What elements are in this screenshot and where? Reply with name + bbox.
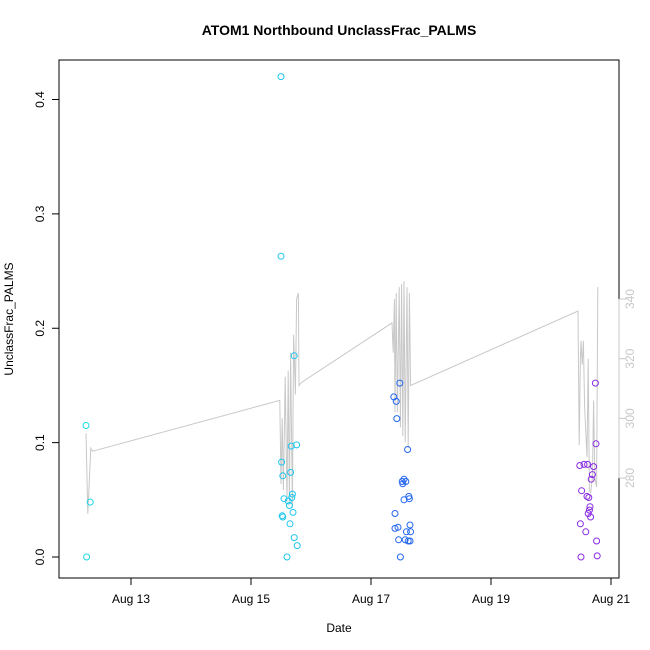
data-point — [277, 73, 285, 81]
x-tick-label: Aug 21 — [592, 592, 630, 606]
data-point — [587, 475, 595, 483]
y-axis: 0.0 0.1 0.2 0.3 0.4 — [33, 91, 60, 565]
x-tick-label: Aug 15 — [232, 592, 270, 606]
data-point — [277, 252, 285, 260]
data-point — [590, 463, 598, 471]
data-point — [584, 460, 592, 468]
data-point — [396, 379, 404, 387]
x-tick-label: Aug 17 — [352, 592, 390, 606]
y-tick-label: 0.1 — [33, 434, 47, 451]
data-point — [289, 508, 297, 516]
data-point — [592, 440, 600, 448]
data-point — [404, 446, 412, 453]
data-point — [288, 494, 296, 501]
secondary-y-tick-label: 280 — [623, 468, 637, 488]
data-point — [578, 487, 586, 495]
data-point — [279, 472, 287, 480]
data-point — [83, 553, 91, 561]
data-point — [405, 495, 413, 503]
data-point — [82, 422, 90, 429]
data-point — [582, 528, 590, 536]
data-point — [284, 497, 292, 505]
data-point — [593, 537, 601, 545]
data-point — [586, 503, 594, 511]
data-point — [584, 510, 592, 517]
data-point — [583, 492, 591, 500]
data-point — [86, 498, 94, 506]
data-point — [576, 520, 584, 528]
data-point — [577, 553, 585, 561]
data-point — [288, 490, 296, 498]
data-point — [391, 524, 399, 532]
data-point — [402, 528, 410, 536]
y-axis-label: UnclassFrac_PALMS — [2, 262, 16, 375]
y-tick-label: 0.4 — [33, 91, 47, 108]
secondary-y-tick-label: 320 — [623, 348, 637, 368]
points-layer — [82, 73, 601, 561]
data-point — [286, 520, 294, 528]
data-point — [396, 553, 404, 561]
data-point — [393, 415, 401, 423]
data-point — [585, 506, 593, 514]
chart-title: ATOM1 Northbound UnclassFrac_PALMS — [202, 22, 477, 38]
data-point — [293, 542, 301, 550]
data-point — [580, 460, 588, 468]
data-point — [290, 352, 298, 360]
x-axis-label: Date — [326, 621, 352, 635]
data-point — [407, 528, 415, 536]
data-point — [279, 513, 287, 521]
y-tick-label: 0.0 — [33, 548, 47, 565]
x-tick-label: Aug 13 — [112, 592, 150, 606]
data-point — [391, 510, 399, 517]
data-point — [588, 471, 596, 479]
y-tick-label: 0.3 — [33, 205, 47, 222]
data-point — [587, 513, 595, 521]
data-point — [400, 475, 408, 483]
y-tick-label: 0.2 — [33, 320, 47, 337]
secondary-series-line — [85, 281, 599, 514]
data-point — [593, 552, 601, 560]
data-point — [283, 553, 291, 561]
data-point — [285, 502, 293, 509]
data-point — [278, 458, 286, 466]
x-axis: Aug 13 Aug 15 Aug 17 Aug 19 Aug 21 — [112, 577, 630, 606]
data-point — [402, 478, 410, 485]
secondary-y-tick-label: 340 — [623, 289, 637, 309]
secondary-y-axis: 280 300 320 340 — [618, 289, 637, 488]
data-point — [406, 521, 414, 529]
data-point — [287, 468, 295, 476]
data-point — [290, 534, 298, 542]
secondary-line-layer — [85, 281, 599, 514]
data-point — [576, 462, 584, 469]
data-point — [394, 523, 402, 531]
secondary-y-tick-label: 300 — [623, 408, 637, 428]
data-point — [395, 536, 403, 544]
data-point — [392, 397, 400, 405]
data-point — [406, 537, 414, 545]
data-point — [280, 495, 288, 503]
x-tick-label: Aug 19 — [472, 592, 510, 606]
data-point — [585, 494, 593, 501]
data-point — [591, 379, 599, 387]
data-point — [293, 441, 301, 449]
plot-frame — [58, 59, 620, 579]
